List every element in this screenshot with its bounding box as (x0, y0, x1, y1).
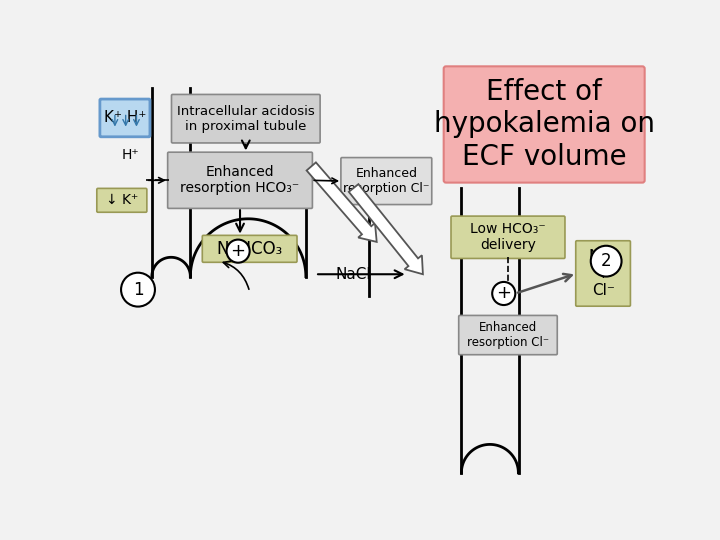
Text: K⁺ H⁺: K⁺ H⁺ (104, 111, 146, 125)
Text: Effect of
hypokalemia on
ECF volume: Effect of hypokalemia on ECF volume (433, 78, 654, 171)
Polygon shape (348, 184, 423, 274)
Text: +: + (496, 285, 511, 302)
Text: 1: 1 (132, 281, 143, 299)
Circle shape (590, 246, 621, 276)
Text: Intracellular acidosis
in proximal tubule: Intracellular acidosis in proximal tubul… (177, 105, 315, 133)
Text: Na⁺
+
Cl⁻: Na⁺ + Cl⁻ (589, 248, 618, 299)
Text: ↓ K⁺: ↓ K⁺ (106, 193, 138, 207)
Text: Enhanced
resorption HCO₃⁻: Enhanced resorption HCO₃⁻ (181, 165, 300, 195)
Text: Enhanced
resorption Cl⁻: Enhanced resorption Cl⁻ (467, 321, 549, 349)
FancyBboxPatch shape (100, 99, 150, 137)
FancyBboxPatch shape (171, 94, 320, 143)
FancyBboxPatch shape (96, 188, 147, 212)
Circle shape (492, 282, 516, 305)
Text: NaCl: NaCl (336, 267, 372, 282)
FancyBboxPatch shape (459, 315, 557, 355)
Text: Low HCO₃⁻
delivery: Low HCO₃⁻ delivery (470, 222, 546, 252)
Text: H⁺: H⁺ (122, 148, 139, 162)
FancyBboxPatch shape (168, 152, 312, 208)
Text: Enhanced
resorption Cl⁻: Enhanced resorption Cl⁻ (343, 167, 430, 195)
Text: +: + (230, 242, 246, 260)
FancyBboxPatch shape (341, 158, 432, 205)
Text: NaHCO₃: NaHCO₃ (217, 240, 283, 258)
FancyBboxPatch shape (202, 235, 297, 262)
Text: 2: 2 (601, 252, 611, 270)
Polygon shape (307, 163, 377, 242)
Circle shape (227, 240, 250, 262)
FancyBboxPatch shape (576, 241, 631, 306)
Circle shape (121, 273, 155, 307)
FancyBboxPatch shape (444, 66, 644, 183)
FancyBboxPatch shape (451, 216, 565, 259)
